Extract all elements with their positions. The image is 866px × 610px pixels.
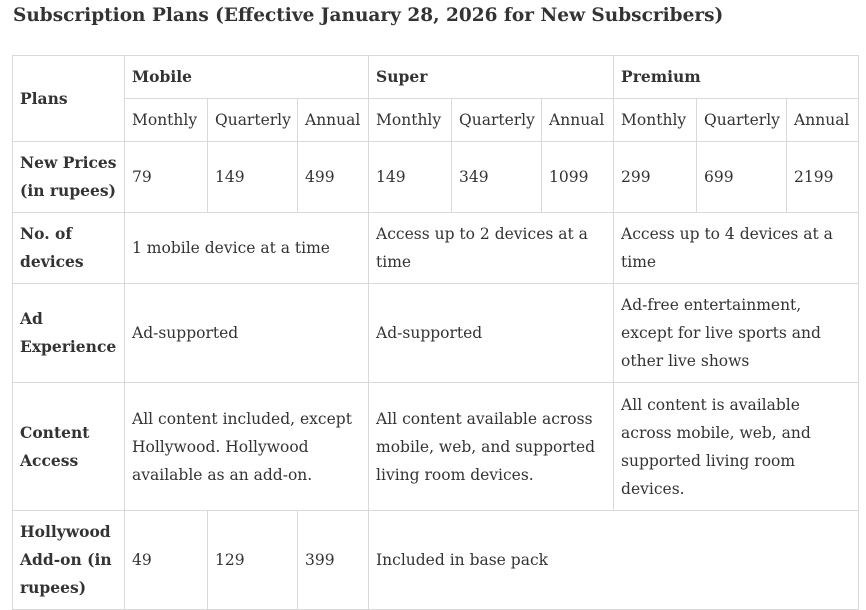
subscription-plans-table: Plans Mobile Super Premium Monthly Quart…	[12, 55, 860, 610]
plan-header-mobile: Mobile	[123, 55, 370, 99]
row-label-devices: No. of devices	[12, 212, 125, 284]
period-header-mobile-quarterly: Quarterly	[207, 98, 298, 142]
period-header-super-annual: Annual	[541, 98, 615, 142]
hollywood-mobile-quarterly: 129	[207, 510, 298, 610]
price-premium-annual: 2199	[786, 141, 860, 213]
row-label-content-access: Content Access	[12, 382, 125, 511]
price-mobile-monthly: 79	[124, 141, 208, 213]
plans-corner-header: Plans	[12, 55, 125, 142]
hollywood-mobile-annual: 399	[296, 510, 370, 610]
row-label-hollywood-addon: Hollywood Add-on (in rupees)	[12, 510, 125, 610]
period-header-super-monthly: Monthly	[368, 98, 453, 142]
period-header-premium-monthly: Monthly	[613, 98, 698, 142]
content-access-row: Content Access All content included, exc…	[12, 382, 860, 511]
devices-mobile: 1 mobile device at a time	[123, 212, 370, 284]
row-label-new-prices: New Prices (in rupees)	[12, 141, 125, 213]
content-access-mobile: All content included, except Hollywood. …	[123, 382, 370, 511]
price-super-quarterly: 349	[451, 141, 543, 213]
period-header-row: Monthly Quarterly Annual Monthly Quarter…	[13, 98, 860, 142]
price-premium-monthly: 299	[613, 141, 698, 213]
hollywood-included-in-base-pack: Included in base pack	[368, 510, 860, 610]
content-access-premium: All content is available across mobile, …	[613, 382, 860, 511]
new-prices-row: New Prices (in rupees) 79 149 499 149 34…	[12, 141, 860, 213]
price-premium-quarterly: 699	[696, 141, 788, 213]
hollywood-addon-row: Hollywood Add-on (in rupees) 49 129 399 …	[12, 510, 860, 610]
plan-header-super: Super	[368, 55, 615, 99]
page-title: Subscription Plans (Effective January 28…	[13, 5, 724, 26]
devices-super: Access up to 2 devices at a time	[368, 212, 615, 284]
plan-header-premium: Premium	[613, 55, 860, 99]
price-mobile-annual: 499	[296, 141, 370, 213]
ad-experience-super: Ad-supported	[368, 283, 615, 383]
content-access-super: All content available across mobile, web…	[368, 382, 615, 511]
period-header-premium-annual: Annual	[786, 98, 860, 142]
price-mobile-quarterly: 149	[207, 141, 298, 213]
ad-experience-row: Ad Experience Ad-supported Ad-supported …	[12, 283, 860, 383]
period-header-premium-quarterly: Quarterly	[696, 98, 788, 142]
hollywood-mobile-monthly: 49	[124, 510, 208, 610]
period-header-mobile-monthly: Monthly	[124, 98, 208, 142]
period-header-super-quarterly: Quarterly	[451, 98, 543, 142]
plan-header-row: Plans Mobile Super Premium	[12, 55, 860, 142]
price-super-monthly: 149	[368, 141, 453, 213]
devices-row: No. of devices 1 mobile device at a time…	[12, 212, 860, 284]
devices-premium: Access up to 4 devices at a time	[613, 212, 860, 284]
row-label-ad-experience: Ad Experience	[12, 283, 125, 383]
ad-experience-premium: Ad-free entertainment, except for live s…	[613, 283, 860, 383]
ad-experience-mobile: Ad-supported	[123, 283, 370, 383]
period-header-mobile-annual: Annual	[296, 98, 370, 142]
price-super-annual: 1099	[541, 141, 615, 213]
